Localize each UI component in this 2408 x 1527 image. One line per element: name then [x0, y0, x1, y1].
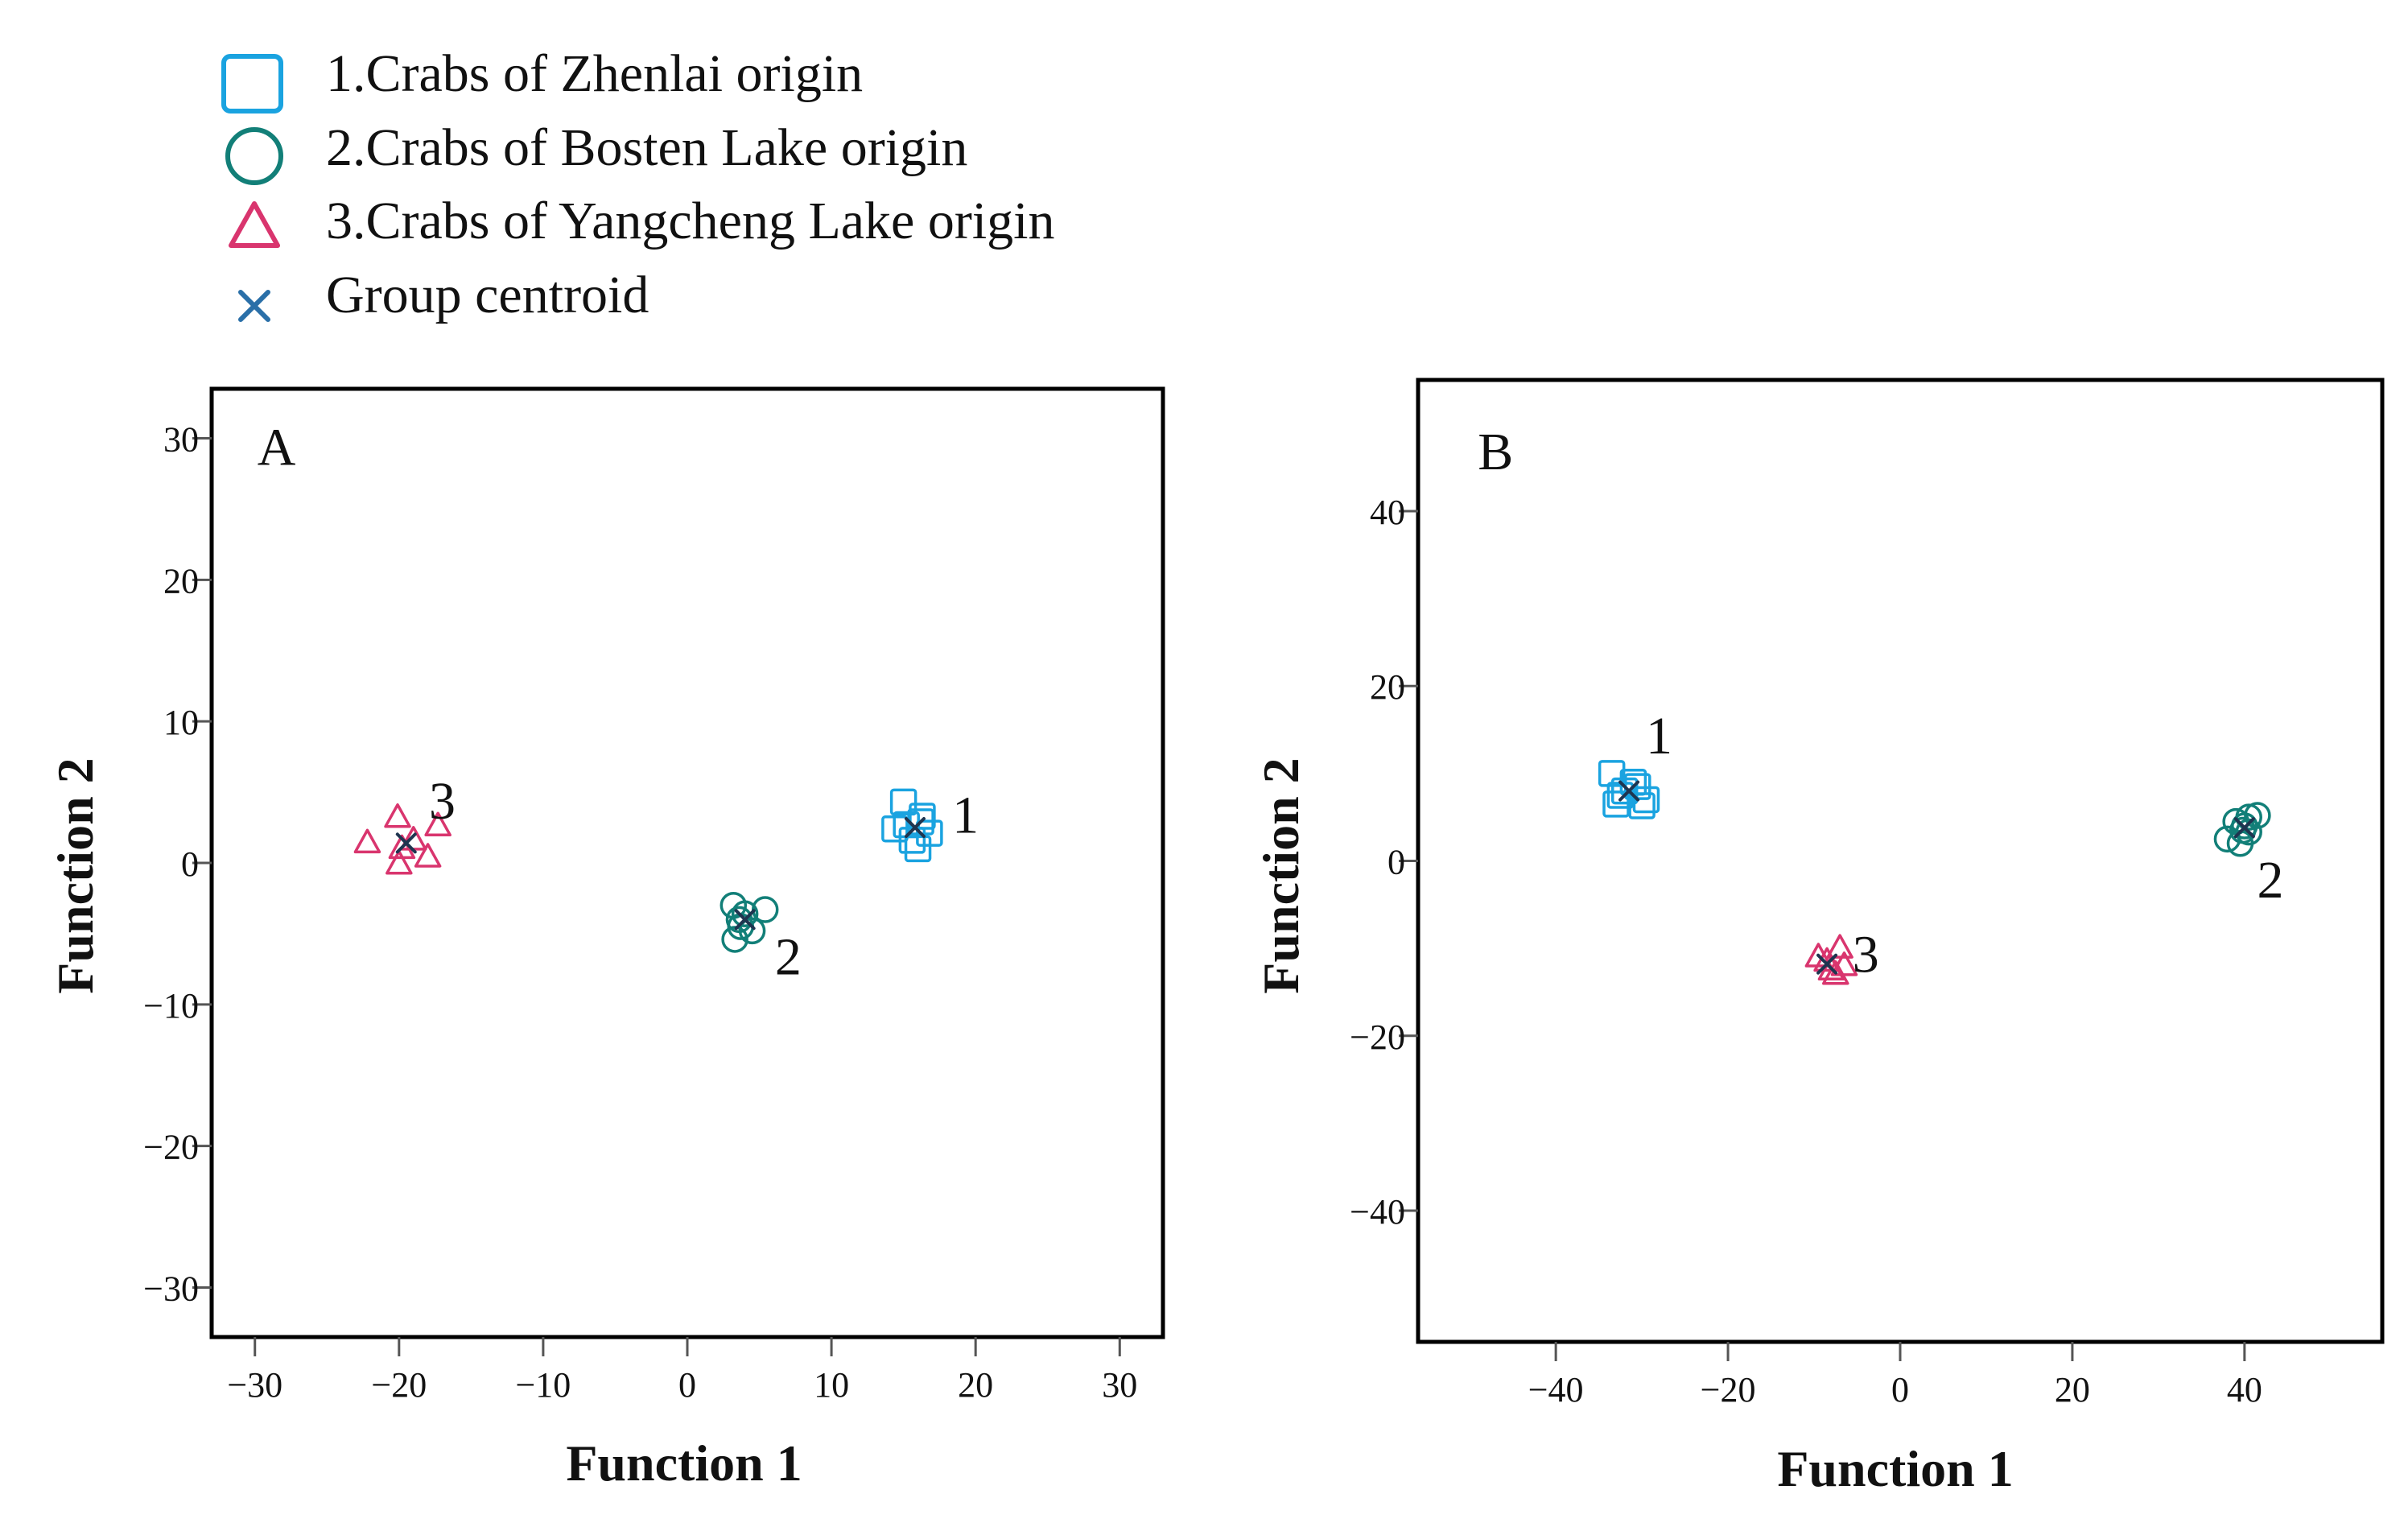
x-tick-label-a: −30	[227, 1365, 282, 1405]
data-point-yangcheng-b	[1822, 960, 1849, 985]
x-tick-label-b: 20	[2055, 1370, 2090, 1409]
data-point-yangcheng-a	[386, 850, 413, 875]
legend-label-yangcheng: 3.Crabs of Yangcheng Lake origin	[326, 192, 1055, 250]
legend-item-centroid: Group centroid	[238, 266, 649, 324]
y-tick-label-a: −10	[143, 986, 199, 1026]
data-point-zhenlai-b	[1602, 790, 1630, 818]
legend-item-bosten: 2.Crabs of Bosten Lake origin	[225, 118, 967, 185]
group-label-1-b: 1	[1646, 707, 1672, 766]
data-point-zhenlai-b	[1628, 792, 1656, 819]
group-label-3-a: 3	[429, 772, 456, 831]
y-tick-label-b: 20	[1370, 667, 1405, 707]
x-tick-label-a: 10	[814, 1365, 849, 1405]
legend-item-yangcheng: 3.Crabs of Yangcheng Lake origin	[229, 192, 1055, 250]
legend-label-zhenlai: 1.Crabs of Zhenlai origin	[326, 44, 863, 103]
panel-letter-a: A	[258, 418, 296, 477]
data-point-zhenlai-a	[889, 788, 917, 816]
data-point-bosten-a	[738, 917, 766, 945]
annotations-b: B 1 2 3	[1478, 423, 2283, 984]
axis-ticks-b: −40 −20 0 20 40 −40 −20 0 20 40	[1350, 493, 2262, 1409]
x-tick-label-a: −20	[371, 1365, 427, 1405]
x-axis-label-a: Function 1	[566, 1434, 802, 1492]
data-point-yangcheng-a	[424, 811, 452, 837]
axis-ticks-a: −30 −20 −10 0 10 20 30 −30 −20 −10 0 10 20 30	[143, 420, 1137, 1405]
y-tick-label-b: −40	[1350, 1192, 1405, 1232]
data-point-bosten-a	[721, 926, 748, 953]
data-point-yangcheng-a	[414, 843, 442, 868]
x-tick-label-a: 0	[678, 1365, 696, 1405]
group-centroid-2-a	[734, 909, 756, 931]
y-tick-label-a: 0	[181, 844, 199, 884]
data-point-yangcheng-b	[1826, 934, 1853, 959]
y-tick-label-a: 10	[163, 703, 199, 742]
legend-item-zhenlai: 1.Crabs of Zhenlai origin	[221, 44, 863, 113]
y-tick-label-b: 0	[1387, 843, 1405, 882]
group-label-3-b: 3	[1853, 926, 1879, 984]
group-centroid-3-a	[395, 832, 417, 854]
legend: 1.Crabs of Zhenlai origin 2.Crabs of Bos…	[221, 44, 1055, 324]
group-label-2-a: 2	[775, 927, 802, 986]
y-tick-label-b: 40	[1370, 493, 1405, 532]
x-tick-label-b: −20	[1701, 1370, 1756, 1409]
panel-letter-b: B	[1478, 423, 1513, 481]
data-point-yangcheng-a	[384, 803, 411, 828]
panel-b: −40 −20 0 20 40 −40 −20 0 20 40 B 1 2 3 Function 1 F…	[1252, 378, 2385, 1497]
group-centroid-1-a	[904, 817, 926, 839]
x-tick-label-a: 20	[958, 1365, 993, 1405]
panel-a: −30 −20 −10 0 10 20 30 −30 −20 −10 0 10 20 30 A 1 2 3 Fu…	[47, 386, 1165, 1492]
plot-frame-a	[209, 386, 1165, 1339]
annotations-a: A 1 2 3	[258, 418, 979, 986]
points-a	[353, 788, 943, 953]
x-axis-label-b: Function 1	[1777, 1440, 2013, 1497]
group-centroid-3-b	[1816, 953, 1838, 975]
y-tick-label-a: −20	[143, 1128, 199, 1167]
y-tick-label-a: −30	[143, 1269, 199, 1308]
x-tick-label-b: −40	[1528, 1370, 1584, 1409]
plot-frame-b	[1416, 378, 2385, 1344]
points-b	[1598, 760, 2271, 985]
legend-label-bosten: 2.Crabs of Bosten Lake origin	[326, 118, 967, 177]
y-tick-label-b: −20	[1350, 1017, 1405, 1057]
y-axis-label-a: Function 2	[47, 757, 104, 993]
square-icon	[221, 54, 283, 113]
x-tick-label-b: 0	[1891, 1370, 1909, 1409]
triangle-icon	[229, 201, 280, 248]
circle-icon	[225, 127, 283, 185]
y-tick-label-a: 30	[163, 420, 199, 460]
data-point-yangcheng-b	[1830, 951, 1858, 976]
legend-label-centroid: Group centroid	[326, 266, 649, 324]
y-axis-label-b: Function 2	[1252, 757, 1309, 993]
x-tick-label-a: 30	[1102, 1365, 1137, 1405]
group-label-1-a: 1	[952, 786, 979, 844]
group-centroid-1-b	[1618, 780, 1640, 802]
x-tick-label-b: 40	[2227, 1370, 2262, 1409]
group-centroid-2-b	[2233, 817, 2255, 839]
data-point-bosten-b	[2231, 812, 2258, 840]
data-point-yangcheng-a	[353, 828, 381, 854]
data-point-bosten-a	[731, 900, 759, 928]
group-label-2-b: 2	[2257, 851, 2283, 910]
cross-icon	[238, 290, 270, 322]
x-tick-label-a: −10	[515, 1365, 571, 1405]
y-tick-label-a: 20	[163, 561, 199, 600]
